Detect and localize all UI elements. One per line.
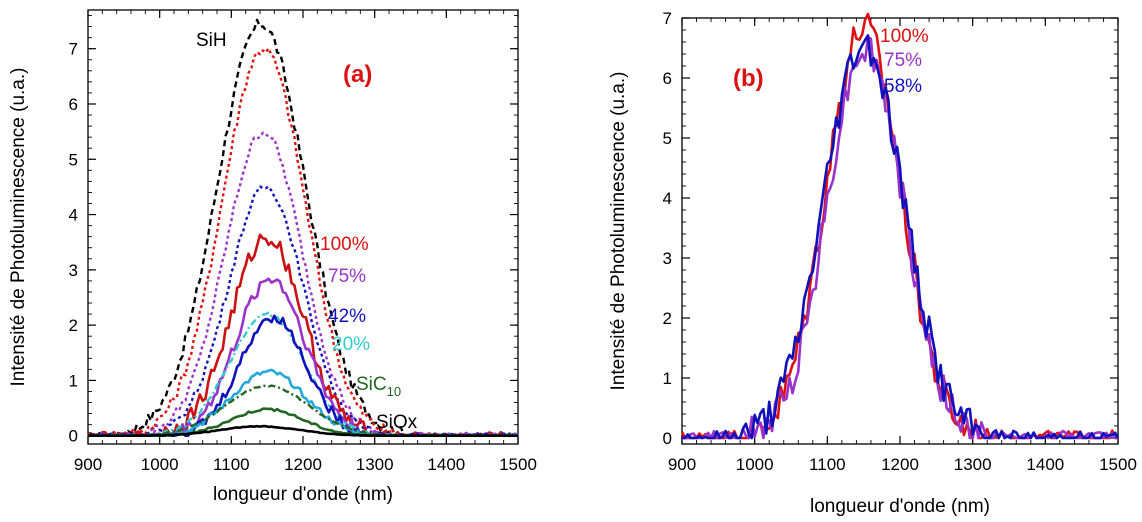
x-tick-label: 1300 [356,455,394,474]
annotation-label: 100% [880,26,929,47]
y-tick-label: 0 [663,429,672,448]
chart-panel-a: 900 1000 1100 1200 1300 1400 1500 0 1 2 3 4 5 6 7 longu… [8,9,537,505]
annotation-label: 100% [320,234,369,255]
annotation-label: 58% [884,76,922,97]
x-tick-label: 1300 [954,455,992,474]
plot-frame [87,9,519,445]
x-tick-label: 1200 [284,455,322,474]
annotation-label: 42% [328,306,366,327]
x-tick-label: 1000 [141,455,179,474]
x-tick-label: 1500 [1099,455,1137,474]
annotation-label: 20% [332,334,370,355]
y-tick-label: 7 [69,40,78,59]
y-tick-label: 4 [663,189,672,208]
y-tick-label: 4 [69,206,78,225]
x-tick-label: 1100 [213,455,250,474]
y-tick-label: 5 [69,150,78,169]
y-tick-label: 1 [663,369,672,388]
y-tick-label: 6 [663,69,672,88]
annotation-label: SiOx [376,412,418,433]
y-tick-label: 5 [663,129,672,148]
x-tick-label: 1400 [1026,455,1064,474]
series-line [87,18,518,437]
y-tick-label: 1 [69,371,78,390]
x-tick-label: 900 [74,455,102,474]
series-line [87,424,519,437]
y-axis-label: Intensité de Photoluminescence (u.a.) [8,68,29,387]
x-tick-label: 1000 [736,455,774,474]
series-line [87,368,519,437]
y-tick-label: 6 [69,95,78,114]
annotation-label: 75% [884,50,922,71]
annotation-label: 75% [328,266,366,287]
annotation-subscript: 10 [387,384,401,399]
y-tick-label: 2 [69,316,78,335]
series-line [87,185,519,437]
annotation-label: SiH [196,30,227,51]
panel-label: (a) [343,61,372,88]
x-axis-label: longueur d'onde (nm) [810,496,990,517]
x-tick-label: 1100 [809,455,846,474]
x-tick-label: 1400 [427,455,465,474]
y-tick-label: 3 [69,261,78,280]
chart-panel-b: 900 1000 1100 1200 1300 1400 1500 0 1 2 3 4 5 6 7 longu… [608,9,1137,517]
y-tick-label: 7 [663,9,672,28]
panel-label: (b) [733,65,764,92]
x-tick-label: 900 [668,455,696,474]
x-tick-label: 1500 [499,455,537,474]
y-tick-label: 0 [69,427,78,446]
series-line [682,36,1118,440]
series-line [682,34,1120,440]
annotation-label: SiC10 [356,374,401,399]
x-axis-label: longueur d'onde (nm) [213,484,393,505]
y-tick-label: 2 [663,309,672,328]
series-line [87,47,518,437]
y-axis-label: Intensité de Photoluminescence (u.a.) [608,72,629,391]
y-tick-label: 3 [663,249,672,268]
x-tick-label: 1200 [881,455,919,474]
